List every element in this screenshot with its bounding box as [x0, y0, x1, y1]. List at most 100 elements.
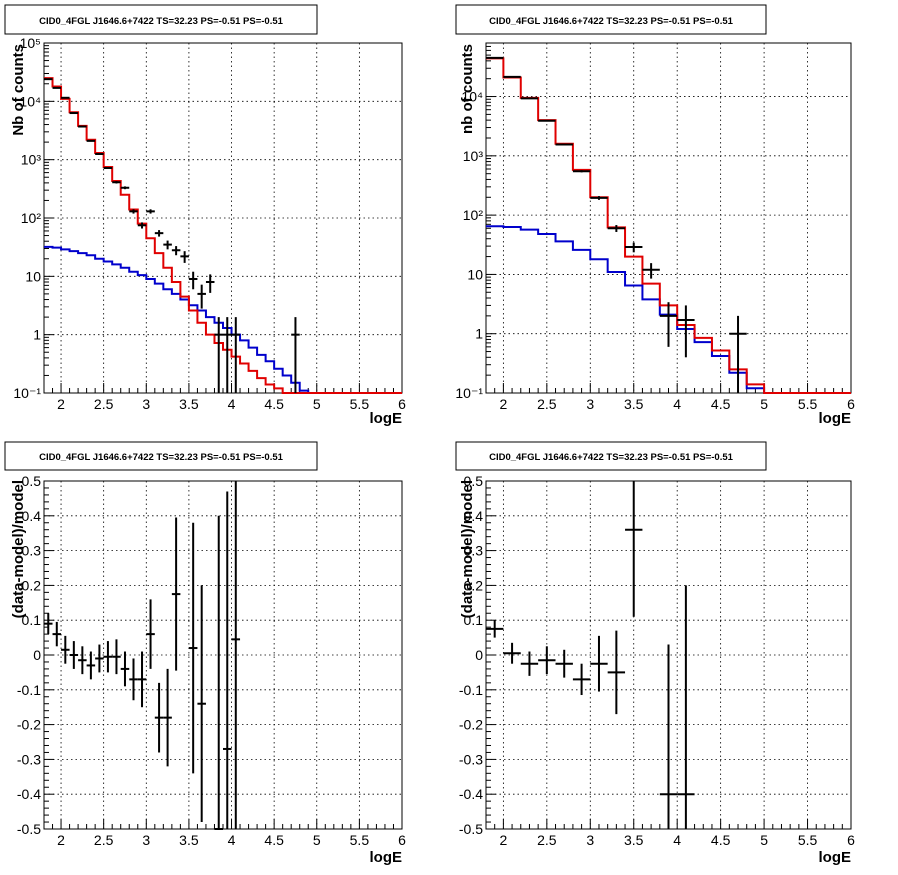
- y-tick-label: 0: [33, 647, 41, 663]
- component-model-histogram: [44, 245, 402, 394]
- data-point: [86, 651, 96, 680]
- data-point: [95, 644, 104, 673]
- pad-top-right-plot: 2 2.5 3 3.5 4 4.5 5 5.5 6 10⁻¹ 1 10 10² 10³ 10⁴: [455, 42, 855, 412]
- data-point: [78, 646, 87, 675]
- x-tick-label: 4.5: [264, 832, 284, 848]
- pad-top-right: 2 2.5 3 3.5 4 4.5 5 5.5 6 10⁻¹ 1 10 10² 10³ 10⁴ CID0_4…: [455, 4, 855, 427]
- pad-title: CID0_4FGL J1646.6+7422 TS=32.23 PS=-0.51…: [489, 452, 734, 463]
- y-axis-label: (data-model)/model: [10, 480, 27, 618]
- y-tick-label: -0.2: [459, 717, 483, 733]
- y-tick-label: 10⁻¹: [13, 385, 41, 401]
- data-point: [555, 143, 573, 146]
- y-tick-label: 10: [467, 266, 483, 282]
- data-point: [163, 240, 172, 250]
- data-point: [223, 317, 232, 393]
- x-tick-label: 5: [313, 396, 321, 412]
- y-tick-label: -0.1: [459, 682, 483, 698]
- y-tick-label: -0.5: [17, 821, 41, 837]
- x-tick-label: 5: [760, 396, 768, 412]
- pad-bottom-left-plot: 2 2.5 3 3.5 4 4.5 5 5.5 6 -0.5 -0.4 -0.3 -0.2 -0.1 0 0.…: [17, 473, 406, 848]
- plot-frame: [43, 42, 403, 394]
- data-point: [659, 644, 678, 829]
- data-point: [52, 621, 62, 647]
- y-tick-label: 0: [475, 647, 483, 663]
- pad-title: CID0_4FGL J1646.6+7422 TS=32.23 PS=-0.51…: [489, 16, 734, 27]
- data-point: [729, 315, 747, 393]
- data-point: [61, 635, 70, 664]
- title-box: [4, 4, 318, 35]
- y-tick-label: 1: [475, 326, 483, 342]
- x-tick-label: 3: [142, 832, 150, 848]
- data-point: [137, 222, 147, 229]
- data-point: [146, 209, 155, 214]
- y-tick-label: -0.4: [17, 786, 41, 802]
- pad-title: CID0_4FGL J1646.6+7422 TS=32.23 PS=-0.51…: [39, 16, 284, 27]
- data-point: [555, 649, 573, 678]
- x-axis-label: logE: [370, 410, 403, 427]
- data-point: [171, 517, 181, 671]
- data-point: [188, 271, 198, 290]
- data-point: [188, 522, 198, 774]
- y-tick-label: 0.3: [22, 543, 42, 559]
- y-tick-label: 10: [25, 268, 41, 284]
- y-tick-label: -0.2: [17, 717, 41, 733]
- x-tick-label: 4.5: [264, 396, 284, 412]
- data-point: [197, 585, 206, 823]
- y-tick-label: 0.1: [22, 612, 42, 628]
- y-tick-label: 0.3: [464, 543, 484, 559]
- x-tick-label: 6: [847, 396, 855, 412]
- y-tick-label: 0.5: [464, 473, 484, 489]
- x-tick-label: 3.5: [179, 396, 199, 412]
- x-tick-label: 2.5: [537, 396, 557, 412]
- data-point: [625, 481, 643, 617]
- data-point: [677, 305, 695, 358]
- x-tick-label: 3: [586, 832, 594, 848]
- data-point: [607, 630, 626, 715]
- x-tick-label: 4.5: [711, 832, 731, 848]
- pad-top-left-plot: 2 2.5 3 3.5 4 4.5 5 5.5 6 10⁻¹ 1 10 10² 10³ 10⁴ 10⁵: [13, 35, 406, 412]
- data-point: [625, 242, 643, 253]
- y-tick-label: 0.5: [22, 473, 42, 489]
- data-point: [538, 119, 556, 122]
- x-tick-label: 3.5: [179, 832, 199, 848]
- data-point: [120, 651, 130, 687]
- x-axis-label: logE: [819, 410, 852, 427]
- y-tick-label: 0.4: [464, 508, 484, 524]
- data-point: [129, 658, 138, 701]
- x-tick-label: 3: [586, 396, 594, 412]
- data-point: [520, 651, 539, 676]
- data-point: [137, 651, 147, 708]
- x-tick-label: 5.5: [350, 832, 370, 848]
- x-tick-label: 3.5: [624, 396, 644, 412]
- data-point: [520, 97, 539, 100]
- y-tick-label: 10²: [463, 207, 484, 223]
- data-point: [572, 663, 591, 696]
- plot-frame: [43, 480, 403, 830]
- x-tick-label: 6: [398, 832, 406, 848]
- data-point: [78, 125, 87, 128]
- y-tick-label: 10⁻¹: [455, 385, 483, 401]
- data-point: [163, 668, 172, 767]
- y-tick-label: 1: [33, 327, 41, 343]
- y-tick-label: 0.1: [464, 612, 484, 628]
- x-tick-label: 4: [673, 832, 681, 848]
- x-tick-label: 4.5: [711, 396, 731, 412]
- x-tick-label: 4: [228, 396, 236, 412]
- data-point: [154, 682, 164, 753]
- data-point: [291, 317, 300, 393]
- x-axis-label: logE: [819, 849, 852, 866]
- y-axis-label: (data-model)/model: [459, 480, 476, 618]
- data-point: [86, 139, 96, 142]
- data-point: [95, 153, 104, 156]
- data-point: [129, 209, 138, 214]
- y-tick-label: -0.3: [17, 751, 41, 767]
- y-tick-label: 0.2: [22, 577, 42, 593]
- data-point: [223, 491, 232, 829]
- data-point: [231, 481, 241, 829]
- x-tick-label: 5: [313, 832, 321, 848]
- data-point: [154, 230, 164, 237]
- title-box: [455, 4, 767, 35]
- x-tick-label: 4: [228, 832, 236, 848]
- data-point: [214, 317, 223, 393]
- y-tick-label: 10²: [21, 210, 42, 226]
